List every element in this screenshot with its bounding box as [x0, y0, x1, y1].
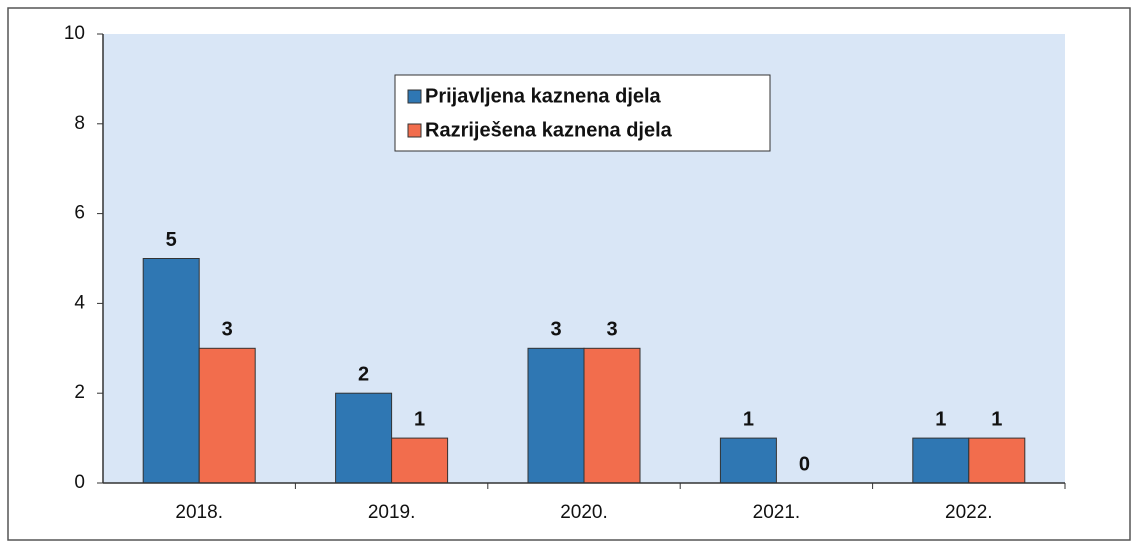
x-tick-label: 2021. — [753, 502, 801, 523]
bar — [527, 347, 585, 484]
bar — [968, 437, 1026, 484]
legend-swatch — [407, 123, 422, 138]
bar — [335, 392, 393, 484]
y-tick-label: 6 — [74, 203, 85, 224]
bar — [583, 347, 641, 484]
bar — [142, 258, 200, 484]
legend-box — [394, 74, 771, 152]
y-tick-label: 8 — [74, 113, 85, 134]
x-tick-label: 2022. — [945, 502, 993, 523]
bar — [391, 437, 449, 484]
data-label: 1 — [935, 408, 946, 430]
y-tick-label: 2 — [74, 382, 85, 403]
legend-label: Prijavljena kaznena djela — [425, 85, 662, 107]
bar — [912, 437, 970, 484]
bar — [198, 347, 256, 484]
data-label: 1 — [414, 408, 425, 430]
legend-swatch — [407, 89, 422, 104]
y-tick-label: 4 — [74, 292, 85, 313]
data-label: 0 — [799, 453, 810, 475]
data-label: 3 — [550, 319, 561, 341]
data-label: 3 — [606, 319, 617, 341]
data-label: 5 — [166, 229, 177, 251]
y-tick-label: 10 — [64, 23, 85, 44]
x-tick-label: 2019. — [368, 502, 416, 523]
x-tick-label: 2020. — [560, 502, 608, 523]
y-tick-label: 0 — [74, 472, 85, 493]
data-label: 3 — [222, 319, 233, 341]
legend-label: Razriješena kaznena djela — [425, 119, 673, 141]
data-label: 2 — [358, 363, 369, 385]
data-label: 1 — [743, 408, 754, 430]
bar — [719, 437, 777, 484]
x-tick-label: 2018. — [175, 502, 223, 523]
data-label: 1 — [991, 408, 1002, 430]
